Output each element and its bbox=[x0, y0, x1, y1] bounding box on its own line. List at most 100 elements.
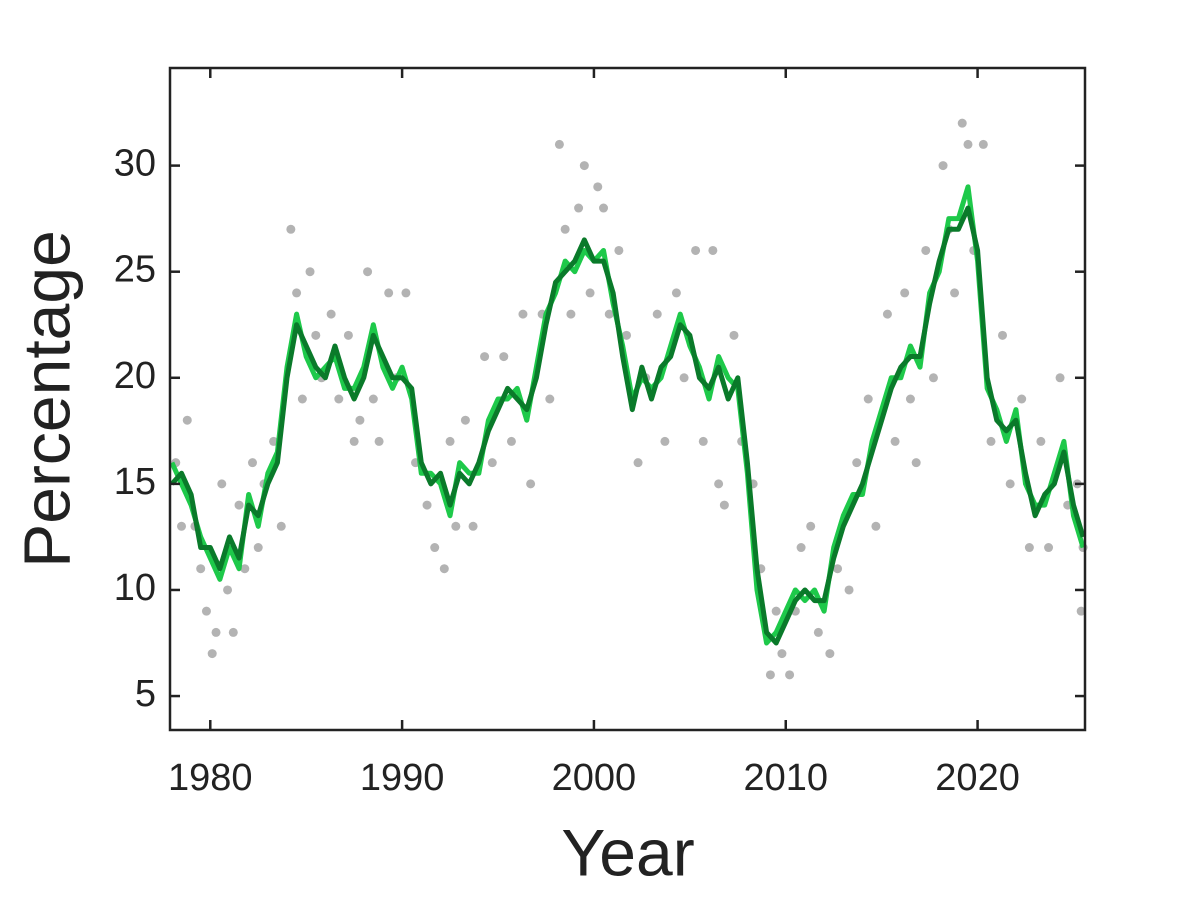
data-point bbox=[900, 288, 910, 298]
data-point bbox=[785, 670, 795, 680]
data-point bbox=[796, 543, 806, 553]
data-point bbox=[604, 309, 614, 319]
y-tick-label: 25 bbox=[114, 249, 156, 291]
data-point bbox=[1055, 373, 1065, 383]
data-point bbox=[1017, 394, 1027, 404]
data-point bbox=[863, 394, 873, 404]
data-point bbox=[526, 479, 536, 489]
data-point bbox=[177, 521, 187, 531]
data-point bbox=[1024, 543, 1034, 553]
data-point bbox=[211, 627, 221, 637]
data-point bbox=[480, 352, 490, 362]
x-tick-label: 1990 bbox=[360, 757, 445, 799]
y-tick-label: 30 bbox=[114, 143, 156, 185]
data-point bbox=[196, 564, 206, 574]
data-point bbox=[468, 521, 478, 531]
data-point bbox=[777, 649, 787, 659]
data-point bbox=[240, 564, 250, 574]
data-point bbox=[355, 415, 365, 425]
data-point bbox=[719, 500, 729, 510]
data-point bbox=[1044, 543, 1054, 553]
data-point bbox=[905, 394, 915, 404]
data-point bbox=[401, 288, 411, 298]
data-point bbox=[691, 245, 701, 255]
data-point bbox=[729, 330, 739, 340]
data-point bbox=[671, 288, 681, 298]
data-point bbox=[234, 500, 244, 510]
y-tick-label: 5 bbox=[135, 673, 156, 715]
data-point bbox=[833, 564, 843, 574]
x-tick-label: 2010 bbox=[743, 757, 828, 799]
data-point bbox=[487, 458, 497, 468]
data-point bbox=[518, 309, 528, 319]
data-point bbox=[1005, 479, 1015, 489]
y-tick-label: 15 bbox=[114, 461, 156, 503]
data-point bbox=[890, 436, 900, 446]
data-point bbox=[957, 118, 967, 128]
data-point bbox=[652, 309, 662, 319]
data-point bbox=[806, 521, 816, 531]
data-point bbox=[217, 479, 227, 489]
data-point bbox=[445, 436, 455, 446]
data-point bbox=[928, 373, 938, 383]
data-point bbox=[554, 139, 564, 149]
x-tick-label: 1980 bbox=[168, 757, 253, 799]
data-point bbox=[499, 352, 509, 362]
y-tick-label: 20 bbox=[114, 355, 156, 397]
data-point bbox=[223, 585, 233, 595]
data-point bbox=[765, 670, 775, 680]
data-point bbox=[286, 224, 296, 234]
data-point bbox=[228, 627, 238, 637]
data-point bbox=[978, 139, 988, 149]
data-point bbox=[871, 521, 881, 531]
y-tick-label: 10 bbox=[114, 567, 156, 609]
data-point bbox=[334, 394, 344, 404]
data-point bbox=[593, 182, 603, 192]
data-point bbox=[349, 436, 359, 446]
data-point bbox=[1036, 436, 1046, 446]
data-point bbox=[297, 394, 307, 404]
data-point bbox=[1076, 606, 1086, 616]
data-point bbox=[374, 436, 384, 446]
data-point bbox=[343, 330, 353, 340]
data-point bbox=[276, 521, 286, 531]
x-axis-label: Year bbox=[561, 815, 694, 889]
x-tick-label: 2020 bbox=[935, 757, 1020, 799]
data-point bbox=[460, 415, 470, 425]
data-point bbox=[305, 267, 315, 277]
data-point bbox=[422, 500, 432, 510]
data-point bbox=[911, 458, 921, 468]
plot-area bbox=[170, 68, 1085, 730]
data-point bbox=[311, 330, 321, 340]
data-point bbox=[698, 436, 708, 446]
data-point bbox=[585, 288, 595, 298]
data-point bbox=[614, 245, 624, 255]
line bbox=[170, 205, 1086, 646]
data-point bbox=[986, 436, 996, 446]
data-point bbox=[950, 288, 960, 298]
data-point bbox=[560, 224, 570, 234]
data-point bbox=[253, 543, 263, 553]
data-point bbox=[269, 436, 279, 446]
data-point bbox=[574, 203, 584, 213]
axes-frame bbox=[168, 66, 1087, 732]
data-point bbox=[201, 606, 211, 616]
data-point bbox=[368, 394, 378, 404]
data-point bbox=[384, 288, 394, 298]
data-point bbox=[182, 415, 192, 425]
data-point bbox=[921, 245, 931, 255]
data-point bbox=[326, 309, 336, 319]
data-point bbox=[506, 436, 516, 446]
data-point bbox=[938, 161, 948, 171]
data-point bbox=[660, 436, 670, 446]
data-point bbox=[852, 458, 862, 468]
data-point bbox=[679, 373, 689, 383]
data-point bbox=[363, 267, 373, 277]
data-point bbox=[292, 288, 302, 298]
data-point bbox=[708, 245, 718, 255]
data-point bbox=[825, 649, 835, 659]
data-point bbox=[430, 543, 440, 553]
data-point bbox=[963, 139, 973, 149]
data-point bbox=[207, 649, 217, 659]
